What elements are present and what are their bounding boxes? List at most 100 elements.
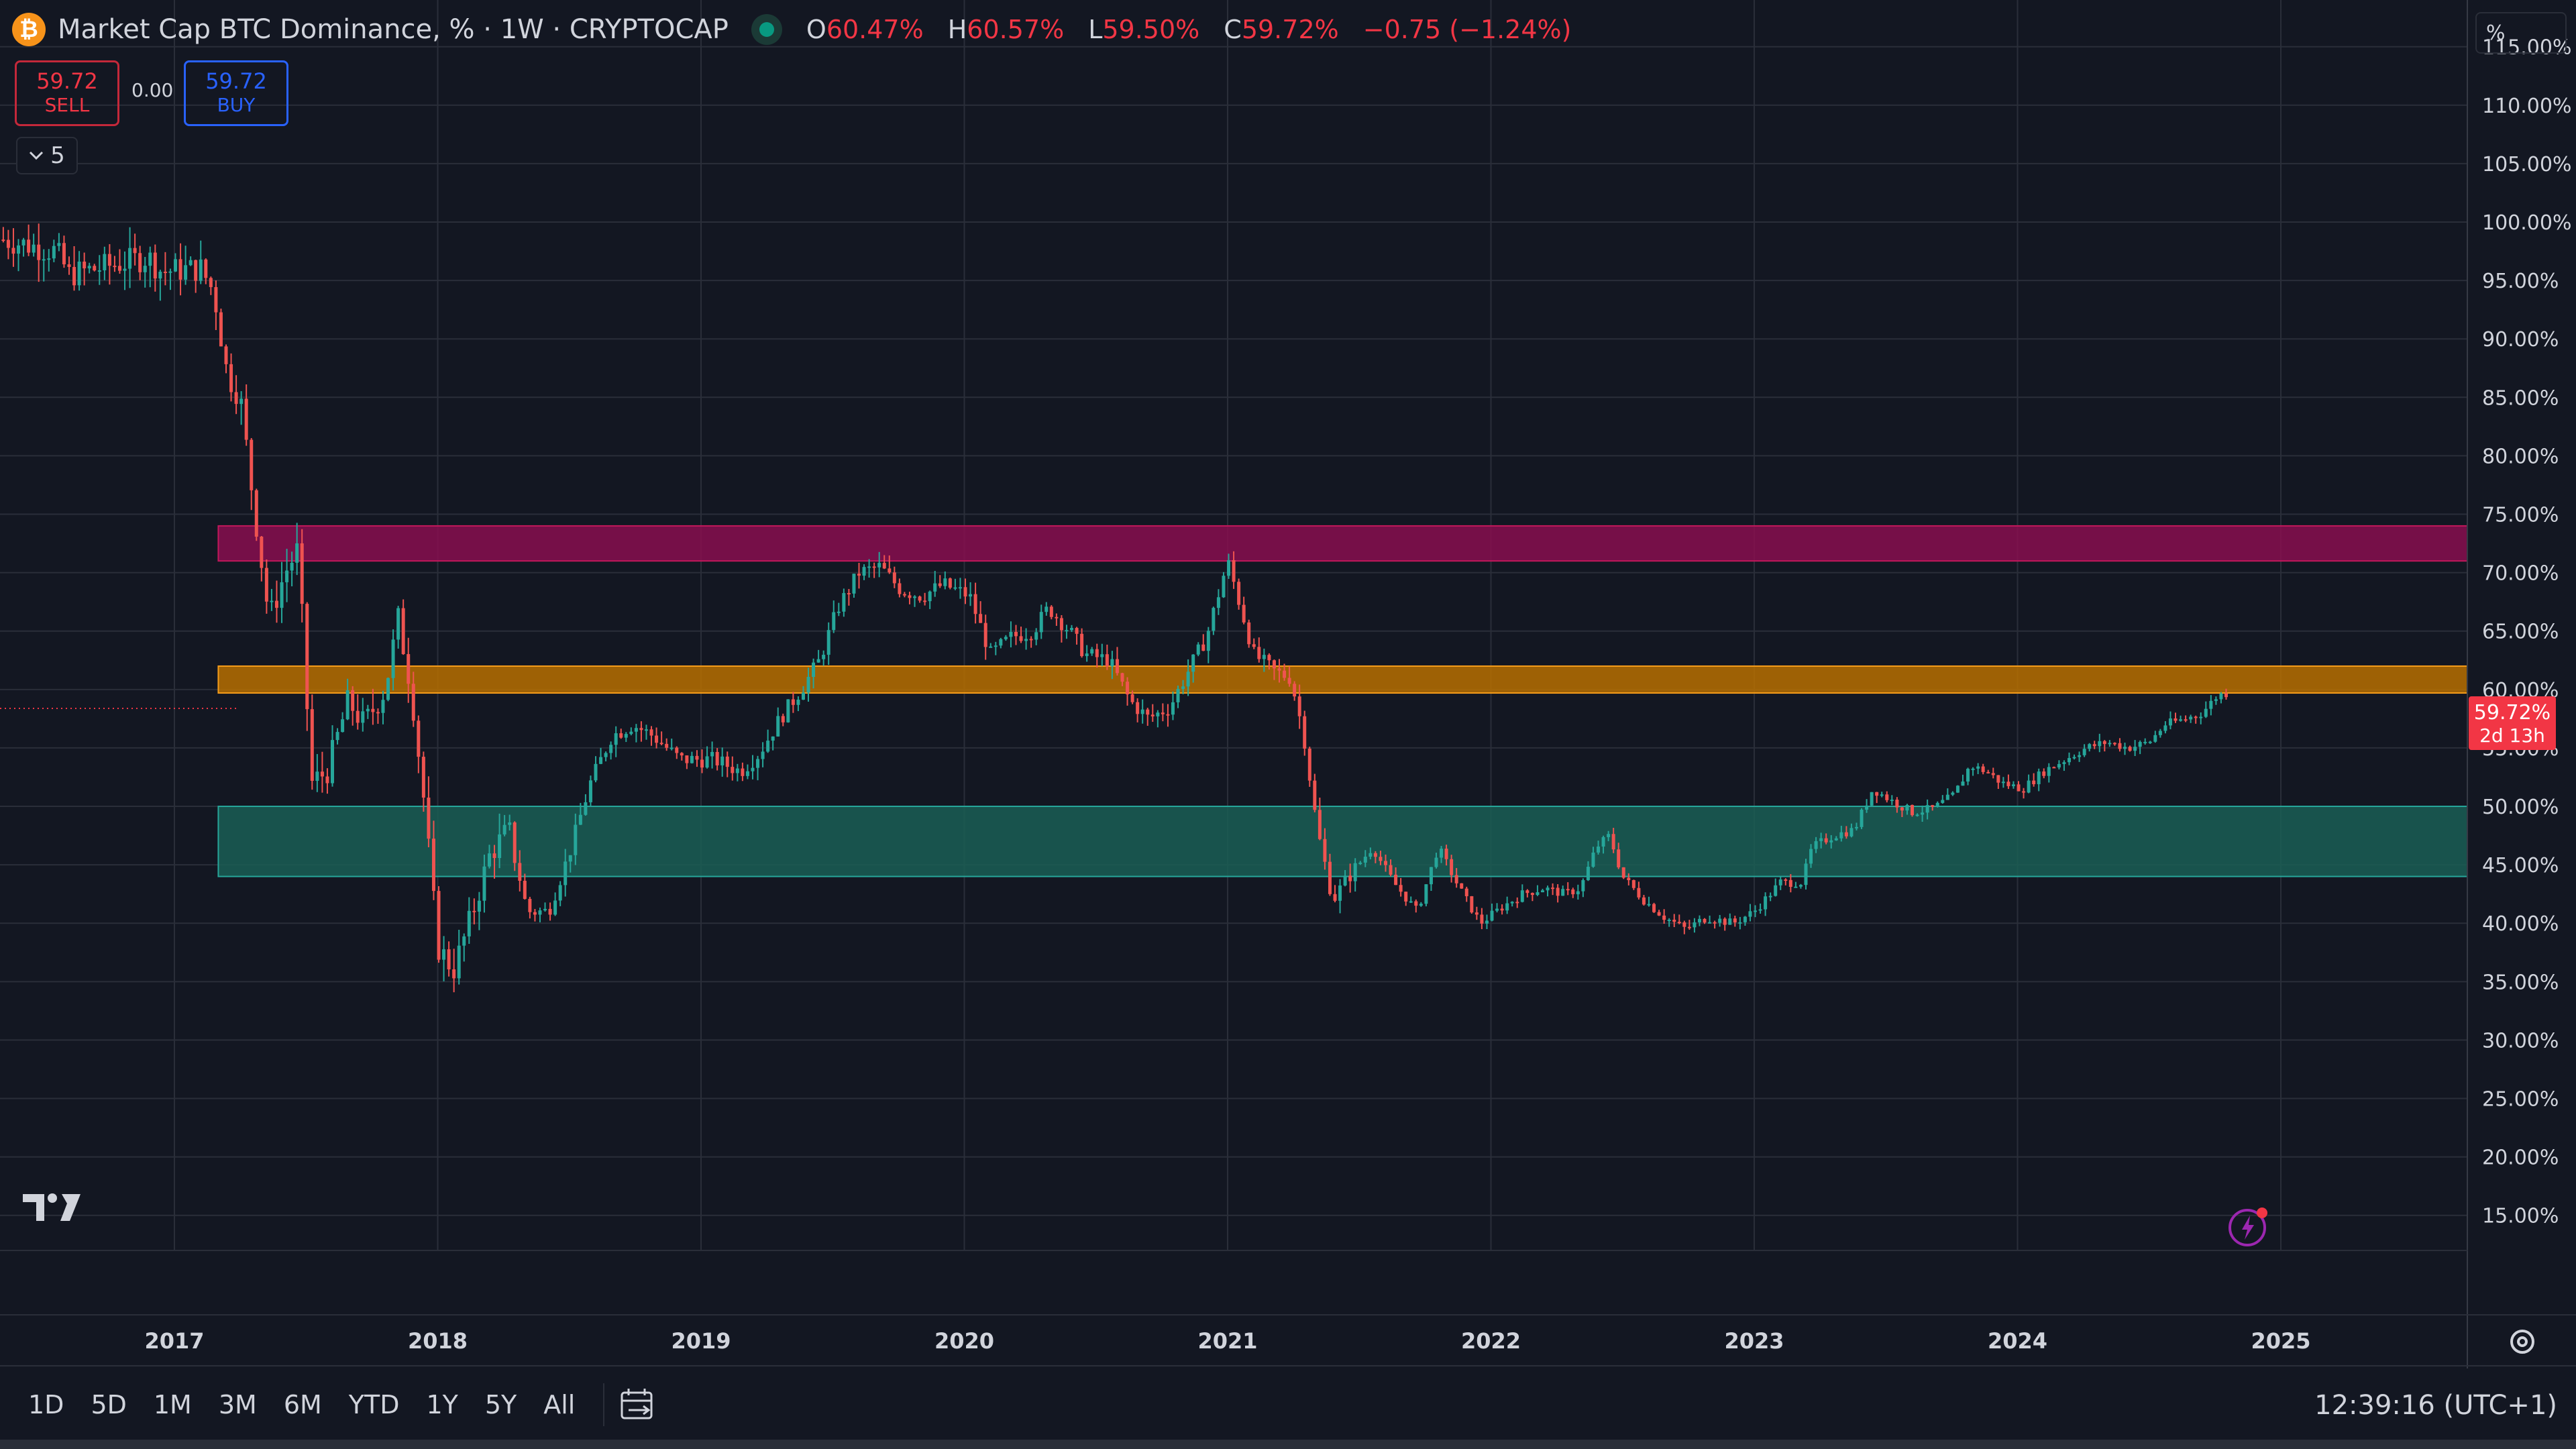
candle-body (1034, 632, 1038, 640)
y-tick-label: 115.00% (2482, 36, 2571, 60)
candle-body (1014, 632, 1018, 637)
candle-body (21, 239, 25, 246)
candle-body (669, 747, 674, 749)
candle-body (1414, 901, 1418, 906)
range-3m-button[interactable]: 3M (218, 1390, 257, 1419)
range-ytd-button[interactable]: YTD (348, 1390, 400, 1419)
indicators-toggle-button[interactable]: 5 (16, 137, 78, 174)
candle-body (690, 755, 694, 763)
chart-legend: ₿ Market Cap BTC Dominance, % · 1W · CRY… (12, 9, 1583, 50)
candle-body (1171, 702, 1175, 715)
y-tick-label: 105.00% (2482, 153, 2571, 176)
range-5d-button[interactable]: 5D (91, 1390, 127, 1419)
candle-body (1358, 862, 1362, 864)
candle-body (826, 630, 830, 655)
calendar-goto-date-icon[interactable] (618, 1386, 658, 1424)
candle-body (745, 771, 749, 776)
ohlc-high: H60.57% (947, 15, 1065, 44)
candle-body (882, 563, 886, 569)
candle-body (1333, 894, 1337, 901)
range-1y-button[interactable]: 1Y (426, 1390, 458, 1419)
candle-body (1429, 867, 1433, 885)
y-tick-label: 40.00% (2482, 912, 2559, 936)
candle-body (391, 639, 395, 678)
candle-body (1561, 889, 1565, 896)
candle-body (2072, 757, 2076, 759)
candle-body (1287, 678, 1291, 684)
candle-body (254, 490, 258, 537)
range-1d-button[interactable]: 1D (28, 1390, 64, 1419)
candle-body (123, 268, 127, 271)
candle-body (558, 885, 562, 901)
x-tick-label: 2017 (144, 1328, 204, 1354)
candle-body (1931, 805, 1935, 807)
market-status-icon[interactable] (759, 22, 774, 37)
x-axis: 2017 2018 2019 2020 2021 2022 2023 2024 2025 (144, 1328, 2310, 1354)
candle-body (2158, 731, 2162, 735)
candle-body (2168, 718, 2172, 726)
candle-body (1647, 904, 1651, 906)
candle-body (933, 583, 937, 592)
candle-body (1784, 879, 1788, 881)
zone-resistance (217, 525, 2468, 562)
clock-timezone[interactable]: 12:39:16 (UTC+1) (2314, 1390, 2557, 1421)
y-tick-label: 50.00% (2482, 796, 2559, 819)
range-5y-button[interactable]: 5Y (484, 1390, 517, 1419)
candle-body (477, 900, 481, 912)
range-all-button[interactable]: All (543, 1390, 576, 1419)
candle-body (1368, 853, 1373, 857)
tradingview-logo-icon[interactable] (23, 1191, 83, 1224)
zone-pivot (217, 665, 2468, 694)
buy-button[interactable]: 59.72 BUY (184, 60, 288, 126)
candle-body (1150, 714, 1155, 716)
candle-body (2219, 693, 2223, 700)
candle-body (1637, 888, 1641, 898)
flash-notification-icon[interactable] (2227, 1205, 2271, 1249)
candle-body (264, 568, 268, 602)
candle-body (1222, 576, 1226, 598)
candle-body (1460, 883, 1464, 889)
candle-body (2092, 744, 2096, 747)
sell-button[interactable]: 59.72 SELL (15, 60, 119, 126)
candle-body (290, 562, 294, 571)
price-scale-unit-button[interactable]: % (2475, 12, 2567, 54)
candle-body (2153, 735, 2157, 742)
candle-body (1485, 920, 1489, 924)
candle-body (492, 853, 496, 859)
candle-body (427, 797, 431, 839)
candle-body (1708, 922, 1712, 924)
candle-body (2088, 744, 2092, 749)
candle-body (1748, 911, 1752, 917)
candle-body (117, 266, 121, 271)
range-6m-button[interactable]: 6M (283, 1390, 322, 1419)
candle-body (685, 755, 689, 763)
candle-body (229, 364, 233, 392)
candle-body (634, 728, 638, 732)
candle-body (1004, 637, 1008, 639)
symbol-title[interactable]: Market Cap BTC Dominance, % · 1W · CRYPT… (58, 14, 729, 45)
candle-body (103, 254, 107, 271)
candle-body (659, 743, 663, 745)
candle-body (2062, 762, 2066, 764)
y-tick-label: 65.00% (2482, 621, 2559, 644)
x-tick-label: 2021 (1197, 1328, 1257, 1354)
candle-body (619, 733, 623, 738)
candle-body (1070, 628, 1074, 631)
candle-body (1890, 800, 1894, 802)
candle-body (751, 767, 755, 771)
sell-price: 59.72 (36, 68, 98, 94)
range-1m-button[interactable]: 1M (153, 1390, 192, 1419)
candle-body (2138, 742, 2142, 747)
candle-body (923, 600, 927, 602)
candle-body (958, 587, 962, 589)
y-tick-label: 45.00% (2482, 854, 2559, 877)
candle-body (1551, 888, 1555, 890)
candle-body (178, 259, 182, 280)
candle-body (1470, 896, 1474, 913)
gear-icon[interactable] (2506, 1326, 2538, 1358)
candle-body (107, 254, 111, 266)
candle-body (1601, 837, 1605, 847)
candle-body (2123, 747, 2127, 749)
spread-value: 0.00 (131, 79, 174, 101)
